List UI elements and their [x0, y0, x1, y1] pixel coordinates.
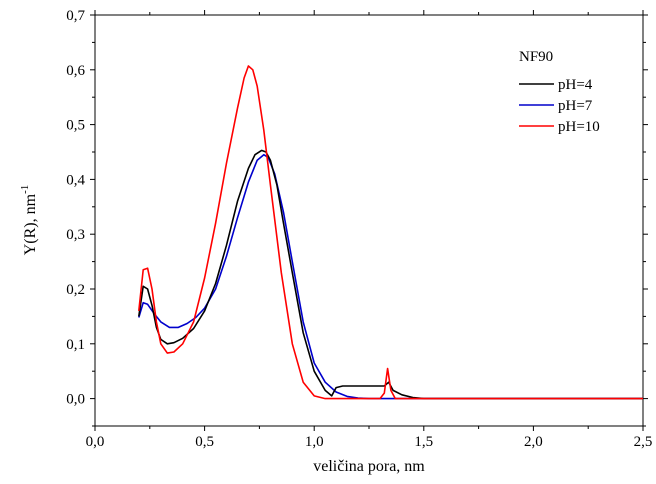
series-line-ph10: [138, 65, 643, 400]
axis-ticks: [90, 10, 648, 431]
y-axis-title-main: Y(R), nm: [22, 193, 39, 255]
legend-label: pH=4: [558, 77, 593, 93]
y-tick-label: 0,0: [66, 392, 85, 408]
y-tick-label: 0,1: [66, 337, 85, 353]
y-tick-label: 0,3: [66, 227, 85, 243]
y-axis-title-sup: -1: [19, 185, 31, 194]
series-group: [138, 65, 643, 400]
legend-label: pH=10: [558, 119, 600, 135]
y-tick-label: 0,6: [66, 63, 85, 79]
series-line-ph7: [138, 153, 643, 400]
x-tick-label: 1,0: [305, 434, 324, 450]
y-tick-label: 0,5: [66, 118, 85, 134]
x-tick-label: 0,5: [195, 434, 214, 450]
x-tick-label: 0,0: [86, 434, 105, 450]
x-axis-title: veličina pora, nm: [313, 458, 425, 475]
legend: NF90 pH=4 pH=7 pH=10: [519, 49, 600, 135]
y-tick-label: 0,2: [66, 282, 85, 298]
legend-title: NF90: [519, 49, 553, 65]
y-tick-label: 0,7: [66, 8, 85, 24]
x-tick-label: 2,5: [634, 434, 653, 450]
y-tick-label: 0,4: [66, 172, 85, 188]
x-tick-label: 1,5: [414, 434, 433, 450]
y-axis-title: Y(R), nm-1: [19, 185, 39, 256]
x-tick-label: 2,0: [524, 434, 543, 450]
legend-label: pH=7: [558, 98, 593, 114]
axis-tick-labels: 0,0 0,5 1,0 1,5 2,0 2,5 0,0 0,1 0,2 0,3 0,4 0,5 0,6 0…: [66, 8, 652, 450]
series-line-ph4: [138, 149, 643, 400]
